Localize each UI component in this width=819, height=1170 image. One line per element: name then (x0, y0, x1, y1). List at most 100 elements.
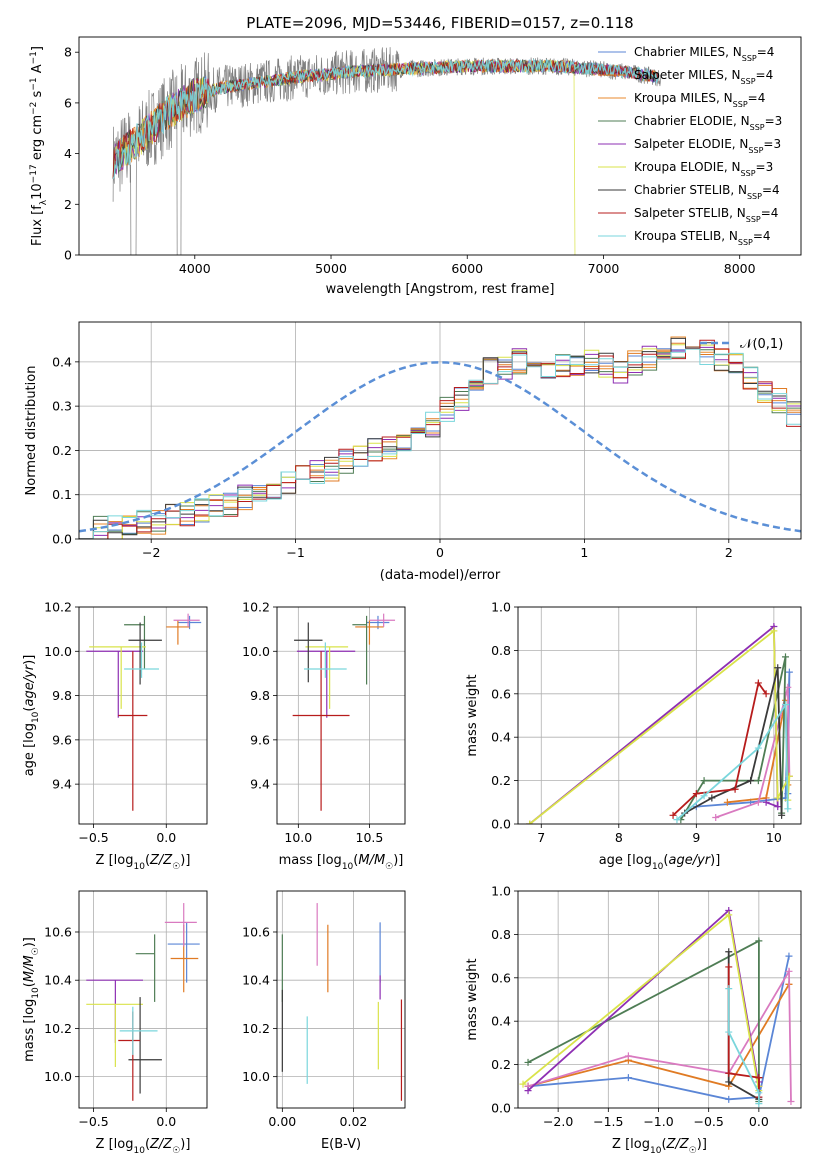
label-part: mass [log (22, 999, 37, 1062)
weight-marker (731, 785, 739, 793)
weight-marker (624, 1074, 632, 1082)
x-tick-label: 10 (766, 830, 782, 845)
legend-count: =3 (756, 160, 774, 174)
y-tick-label: 9.4 (52, 777, 72, 792)
x-tick-label: 0.0 (156, 830, 176, 845)
y-tick-label: 0.2 (491, 773, 511, 788)
y-axis-label: mass weight (465, 958, 480, 1040)
x-tick-label: −0.5 (78, 1114, 108, 1129)
label-part: )] (22, 937, 37, 947)
x-tick-label: 0.02 (340, 1114, 368, 1129)
label-part: mass weight (465, 674, 480, 756)
model-line (112, 58, 659, 179)
y-tick-label: 0.8 (491, 927, 511, 942)
y-tick-label: 10.2 (44, 600, 72, 615)
label-part: 10 (652, 862, 664, 872)
y-tick-label: 10.2 (242, 600, 270, 615)
label-part: A (30, 64, 45, 77)
label-part: ☉ (385, 862, 393, 872)
legend-label: Kroupa MILES, NSSP=4 (634, 91, 765, 109)
legend-label: Chabrier ELODIE, NSSP=3 (634, 114, 782, 132)
label-part: s (30, 90, 45, 101)
y-axis-label: age [log10(age/yr)] (22, 655, 41, 777)
histogram-step (79, 336, 801, 539)
y-tick-label: 10.0 (242, 1069, 270, 1084)
x-tick-label: 10.5 (356, 830, 384, 845)
y-tick-label: 1.0 (491, 884, 511, 899)
label-part: λ (39, 199, 49, 205)
legend-label: Salpeter ELODIE, NSSP=3 (634, 137, 781, 155)
weight-marker (754, 744, 762, 752)
legend-sub: SSP (747, 192, 762, 201)
weight-marker (770, 627, 778, 635)
weight-marker (624, 1052, 632, 1060)
weight-marker (785, 668, 793, 676)
y-tick-label: 0.3 (52, 399, 72, 414)
weight-marker (725, 1069, 733, 1077)
x-tick-label: 9 (692, 830, 700, 845)
legend-count: =3 (763, 137, 781, 151)
y-tick-label: 0.2 (491, 1057, 511, 1072)
x-axis-label: wavelength [Angstrom, rest frame] (326, 282, 555, 297)
legend-count: =4 (753, 229, 771, 243)
x-tick-label: 4000 (179, 261, 211, 276)
legend-label: Chabrier MILES, NSSP=4 (634, 45, 774, 63)
histogram-step (79, 342, 801, 539)
weight-marker (725, 963, 733, 971)
x-axis-label: (data-model)/error (380, 568, 501, 583)
label-part: ( (145, 853, 150, 868)
label-part: )] (22, 655, 37, 665)
label-part: 10 (342, 862, 354, 872)
y-tick-label: 0 (64, 248, 72, 263)
model-line (112, 58, 659, 179)
plot-area (112, 47, 662, 255)
label-part: wavelength [Angstrom, rest frame] (326, 282, 555, 297)
axes-age-vs-mass: 10.0 10.5 9.4 9.6 9.8 10.0 10.2 mass [log10(M/M… (242, 600, 406, 872)
label-part: Z/Z (666, 1137, 690, 1152)
label-part: age/yr (668, 853, 711, 868)
y-axis-label: mass [log10(M/M☉)] (22, 937, 41, 1062)
y-axis-label: Flux [fλ10−17 erg cm−2 s−1 A−1] (29, 46, 49, 246)
axes-frame (78, 321, 802, 540)
label-part: 10 (650, 1146, 662, 1156)
x-tick-label: 1 (580, 545, 588, 560)
label-part: Z/Z (149, 853, 173, 868)
legend-sub: SSP (750, 123, 765, 132)
plot-area (526, 623, 793, 824)
legend-count: =4 (756, 68, 774, 82)
x-tick-label: 0 (436, 545, 444, 560)
legend-count: =4 (762, 183, 780, 197)
plot-area (281, 903, 403, 1101)
y-tick-label: 0.6 (491, 686, 511, 701)
weight-marker (778, 811, 786, 819)
weight-marker (755, 1074, 763, 1082)
label-part: ☉ (172, 862, 180, 872)
y-tick-label: 10.4 (242, 973, 270, 988)
plot-area (86, 613, 202, 811)
weight-marker (774, 803, 782, 811)
label-part: M/M (22, 955, 37, 982)
weight-line (715, 687, 791, 819)
model-line (112, 58, 659, 179)
label-part: erg cm (30, 115, 45, 164)
weight-marker (774, 664, 782, 672)
y-axis-label: Normed distribution (24, 366, 39, 496)
axes-weight-vs-Z: −2.0 −1.5 −1.0 −0.5 0.0 0.0 0.2 0.4 0.6 0.8 1.0 Z [… (465, 884, 802, 1156)
y-tick-label: 10.6 (44, 924, 72, 939)
weight-marker (755, 937, 763, 945)
axes-residuals: −2 −1 0 1 2 0.0 0.1 0.2 0.3 0.4 (data-model)/error… (24, 321, 802, 583)
weight-marker (692, 790, 700, 798)
axes-age-vs-Z: −0.5 0.09.49.69.810.010.2Z [log10(Z/Z☉)]a… (22, 600, 208, 872)
x-tick-label: −2 (142, 545, 160, 560)
label-part: ] (30, 46, 45, 51)
label-part: ☉ (31, 947, 41, 955)
x-tick-label: 0.00 (268, 1114, 296, 1129)
y-tick-label: 8 (64, 45, 72, 60)
legend-sub: SSP (746, 215, 761, 224)
model-line (112, 58, 659, 179)
label-part: M/M (358, 853, 385, 868)
x-axis-label: mass [log10(M/M☉)] (279, 853, 404, 872)
x-tick-label: 2 (725, 545, 733, 560)
weight-marker (725, 911, 733, 919)
label-part: )] (697, 1137, 707, 1152)
